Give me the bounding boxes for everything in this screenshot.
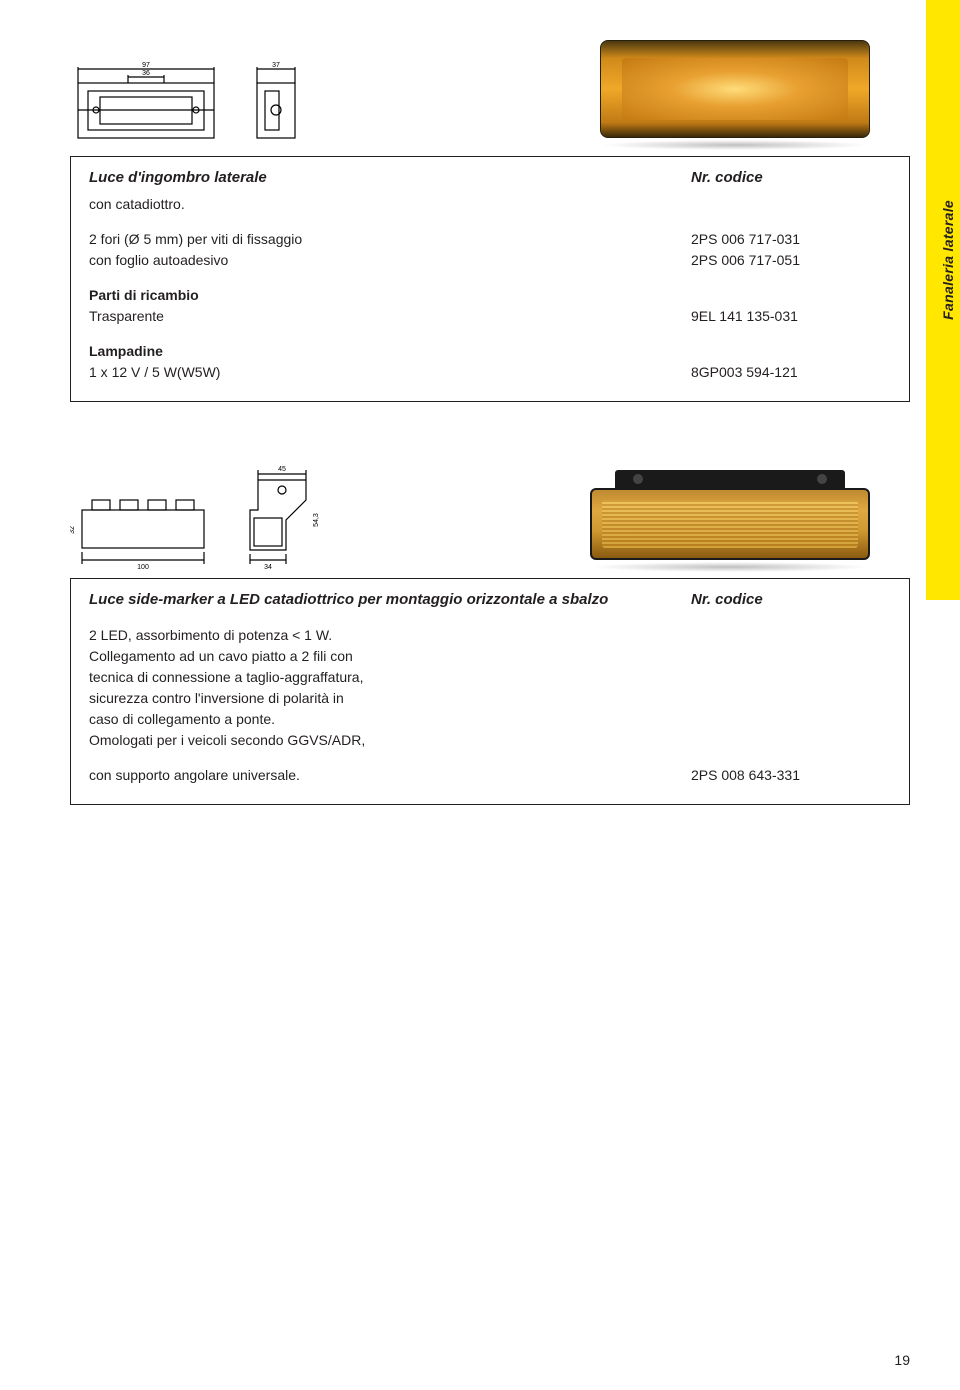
lamp-1-code: 8GP003 594-121 [691, 362, 891, 383]
svg-text:97: 97 [142, 62, 150, 69]
svg-text:100: 100 [137, 564, 149, 571]
variant-1-label: 2 fori (Ø 5 mm) per viti di fissaggio [89, 229, 691, 250]
spare-1-code: 9EL 141 135-031 [691, 306, 891, 327]
code-header-1: Nr. codice [691, 167, 891, 190]
spare-parts-header: Parti di ricambio [89, 285, 691, 306]
svg-text:36: 36 [142, 70, 150, 77]
variant-2-label: con foglio autoadesivo [89, 250, 691, 271]
desc2-line: caso di collegamento a ponte. [89, 709, 691, 730]
variant-2-code: 2PS 006 717-051 [691, 250, 891, 271]
svg-text:45: 45 [278, 466, 286, 473]
spare-1-label: Trasparente [89, 306, 691, 327]
variant-1-code: 2PS 006 717-031 [691, 229, 891, 250]
technical-drawings-2: 32 100 45 [70, 462, 330, 572]
product-title-1: Luce d'ingombro laterale [89, 167, 691, 190]
desc2-line: Omologati per i veicoli secondo GGVS/ADR… [89, 730, 691, 751]
svg-text:54,3: 54,3 [313, 513, 320, 527]
drawing-front-1: 97 36 [70, 55, 225, 150]
product-block-1: 97 36 37 [70, 40, 910, 402]
svg-text:37: 37 [272, 62, 280, 69]
variant2-1-code: 2PS 008 643-331 [691, 765, 891, 786]
drawing-side-2: 45 34 54,3 [240, 462, 330, 572]
lamp-1-label: 1 x 12 V / 5 W(W5W) [89, 362, 691, 383]
drawing-side-1: 37 [245, 55, 310, 150]
category-tab: Fanaleria laterale [926, 0, 960, 600]
drawing-front-2: 32 100 [70, 472, 220, 572]
category-tab-label: Fanaleria laterale [940, 200, 956, 320]
page-number: 19 [894, 1352, 910, 1368]
desc2-line: tecnica di connessione a taglio-aggraffa… [89, 667, 691, 688]
product-title-2: Luce side-marker a LED catadiottrico per… [89, 589, 691, 612]
product-photo-2 [590, 470, 870, 572]
code-header-2: Nr. codice [691, 589, 891, 612]
desc2-line: sicurezza contro l'inversione di polarit… [89, 688, 691, 709]
product-block-2: 32 100 45 [70, 462, 910, 806]
variant2-1-label: con supporto angolare universale. [89, 765, 691, 786]
technical-drawings-1: 97 36 37 [70, 55, 310, 150]
svg-text:32: 32 [70, 526, 76, 534]
svg-text:34: 34 [264, 564, 272, 571]
lamps-header: Lampadine [89, 341, 691, 362]
product-photo-1 [600, 40, 870, 150]
desc2-line: 2 LED, assorbimento di potenza < 1 W. [89, 625, 691, 646]
desc2-line: Collegamento ad un cavo piatto a 2 fili … [89, 646, 691, 667]
product-desc-1: con catadiottro. [89, 194, 691, 215]
